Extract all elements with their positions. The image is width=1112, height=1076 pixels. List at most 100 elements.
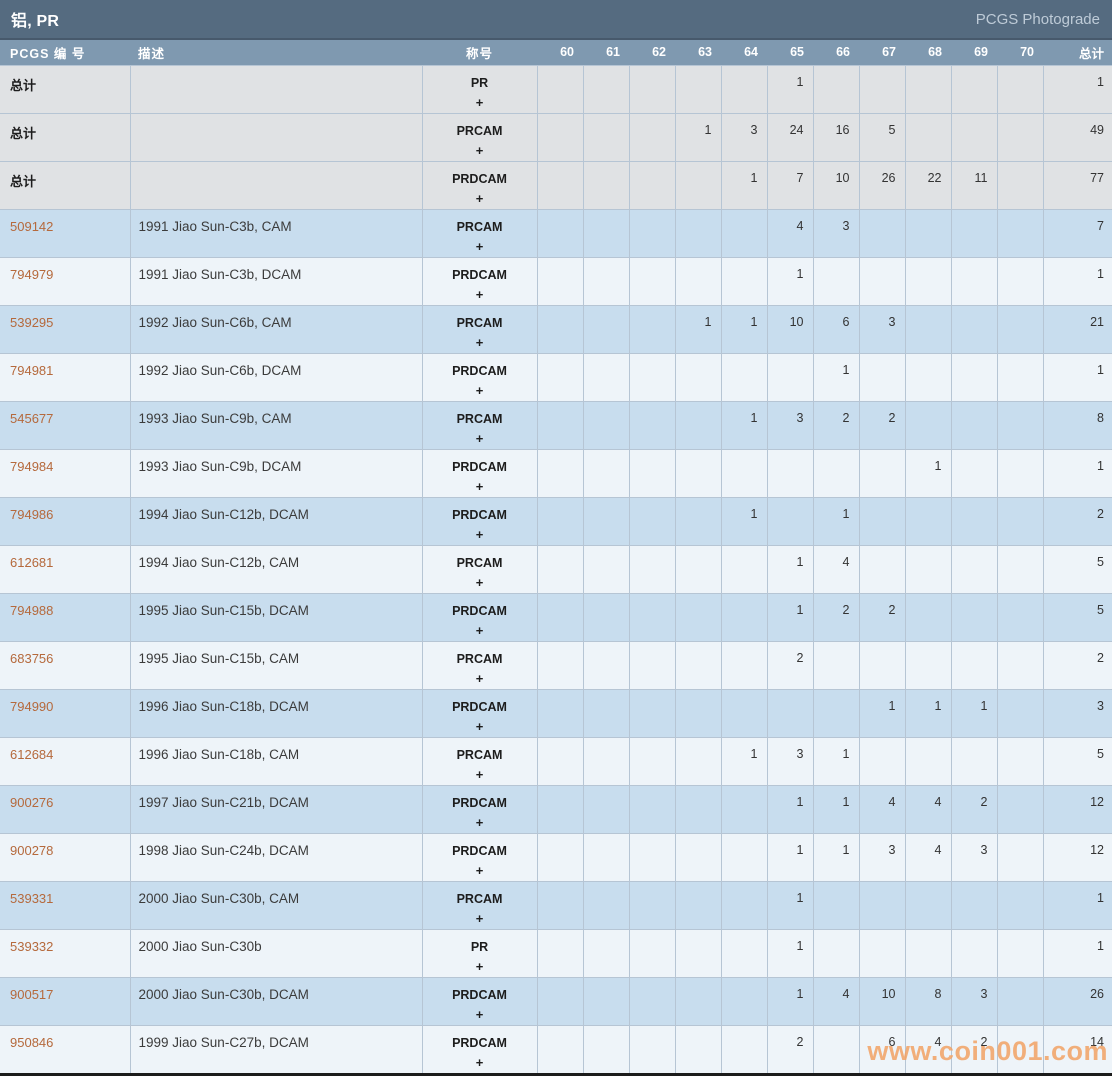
grade-62-cell [628, 640, 676, 690]
table-row: 509142 1991 Jiao Sun-C3b, CAM PRCAM + 4 … [0, 208, 1112, 258]
table-row: 794986 1994 Jiao Sun-C12b, DCAM PRDCAM +… [0, 496, 1112, 546]
population-table: PCGS 编 号 描述 称号 60 61 62 63 64 65 66 67 6… [0, 40, 1112, 1076]
grade-67-cell [858, 544, 906, 594]
pcgs-number-link[interactable]: 545677 [10, 410, 54, 426]
grade-67-cell: 10 [858, 976, 906, 1026]
pcgs-number-link[interactable]: 900278 [10, 842, 54, 858]
pcgs-number-cell: 612681 [0, 544, 131, 594]
designation-cell: PRDCAM + [421, 832, 538, 882]
grade-66-cell: 4 [812, 976, 860, 1026]
grade-70-cell [996, 928, 1044, 978]
description-cell: 1994 Jiao Sun-C12b, DCAM [129, 496, 423, 546]
grade-61-cell [582, 448, 630, 498]
designation-label: PRCAM [456, 555, 503, 570]
designation-plus: + [475, 94, 484, 110]
grade-60-cell [536, 208, 584, 258]
pcgs-number-link[interactable]: 794979 [10, 266, 54, 282]
pcgs-number-link[interactable]: 950846 [10, 1034, 54, 1050]
pcgs-number-link[interactable]: 683756 [10, 650, 54, 666]
grade-66-cell: 2 [812, 592, 860, 642]
pcgs-number-link[interactable]: 794988 [10, 602, 54, 618]
grade-61-cell [582, 880, 630, 930]
grade-64-cell [720, 544, 768, 594]
column-header-pcgs-number: PCGS 编 号 [0, 40, 130, 65]
pcgs-number-link[interactable]: 539331 [10, 890, 54, 906]
designation-cell: PRDCAM + [421, 496, 538, 546]
grade-66-cell [812, 688, 860, 738]
grade-60-cell [536, 448, 584, 498]
pcgs-number-link[interactable]: 794984 [10, 458, 54, 474]
column-header-grade-69: 69 [951, 40, 997, 65]
grade-69-cell [950, 928, 998, 978]
table-row: 794979 1991 Jiao Sun-C3b, DCAM PRDCAM + … [0, 256, 1112, 306]
pcgs-number-link[interactable]: 612681 [10, 554, 54, 570]
pcgs-number-link[interactable]: 539295 [10, 314, 54, 330]
pcgs-number-link[interactable]: 509142 [10, 218, 54, 234]
grade-67-cell [858, 352, 906, 402]
grade-65-cell: 10 [766, 304, 814, 354]
grade-63-cell [674, 592, 722, 642]
row-total-cell: 1 [1042, 352, 1112, 402]
table-row: 545677 1993 Jiao Sun-C9b, CAM PRCAM + 1 … [0, 400, 1112, 450]
designation-plus: + [475, 862, 484, 878]
grade-61-cell [582, 544, 630, 594]
designation-cell: PRCAM + [421, 400, 538, 450]
grade-68-cell: 1 [904, 688, 952, 738]
pcgs-number-link[interactable]: 794981 [10, 362, 54, 378]
grade-69-cell: 3 [950, 976, 998, 1026]
grade-64-cell [720, 928, 768, 978]
pcgs-number-link[interactable]: 612684 [10, 746, 54, 762]
grade-62-cell [628, 160, 676, 210]
table-row: 612681 1994 Jiao Sun-C12b, CAM PRCAM + 1… [0, 544, 1112, 594]
row-total-cell: 12 [1042, 784, 1112, 834]
grade-61-cell [582, 64, 630, 114]
grade-64-cell [720, 832, 768, 882]
grade-69-cell [950, 208, 998, 258]
grade-60-cell [536, 1024, 584, 1075]
pcgs-number-link[interactable]: 900276 [10, 794, 54, 810]
designation-label: PR [470, 75, 489, 90]
photograde-link[interactable]: PCGS Photograde [975, 10, 1100, 28]
grade-65-cell [766, 496, 814, 546]
grade-60-cell [536, 304, 584, 354]
pcgs-number-link[interactable]: 794990 [10, 698, 54, 714]
grade-70-cell [996, 400, 1044, 450]
column-header-grade-66: 66 [813, 40, 859, 65]
grade-65-cell: 4 [766, 208, 814, 258]
grade-66-cell [812, 928, 860, 978]
pcgs-number-link[interactable]: 900517 [10, 986, 54, 1002]
designation-cell: PRDCAM + [421, 1024, 538, 1075]
pcgs-number-link[interactable]: 539332 [10, 938, 54, 954]
pcgs-number-cell: 900517 [0, 976, 131, 1026]
grade-67-cell [858, 880, 906, 930]
grade-68-cell [904, 928, 952, 978]
grade-68-cell [904, 112, 952, 162]
column-header-grade-62: 62 [629, 40, 675, 65]
grade-60-cell [536, 496, 584, 546]
designation-cell: PRDCAM + [421, 352, 538, 402]
grade-69-cell [950, 544, 998, 594]
grade-65-cell: 24 [766, 112, 814, 162]
description-cell: 1992 Jiao Sun-C6b, DCAM [129, 352, 423, 402]
grade-63-cell [674, 976, 722, 1026]
grade-62-cell [628, 784, 676, 834]
grade-64-cell [720, 640, 768, 690]
column-header-grade-67: 67 [859, 40, 905, 65]
grade-66-cell [812, 640, 860, 690]
designation-label: PRDCAM [452, 987, 507, 1002]
grade-60-cell [536, 832, 584, 882]
grade-70-cell [996, 880, 1044, 930]
grade-60-cell [536, 256, 584, 306]
designation-label: PRDCAM [452, 699, 507, 714]
grade-62-cell [628, 208, 676, 258]
description-cell: 1996 Jiao Sun-C18b, CAM [129, 736, 423, 786]
grade-68-cell [904, 352, 952, 402]
grade-60-cell [536, 112, 584, 162]
column-header-description: 描述 [130, 40, 422, 65]
grade-66-cell: 10 [812, 160, 860, 210]
grade-67-cell: 3 [858, 832, 906, 882]
designation-label: PRCAM [456, 315, 503, 330]
pcgs-number-link[interactable]: 794986 [10, 506, 54, 522]
grade-70-cell [996, 256, 1044, 306]
